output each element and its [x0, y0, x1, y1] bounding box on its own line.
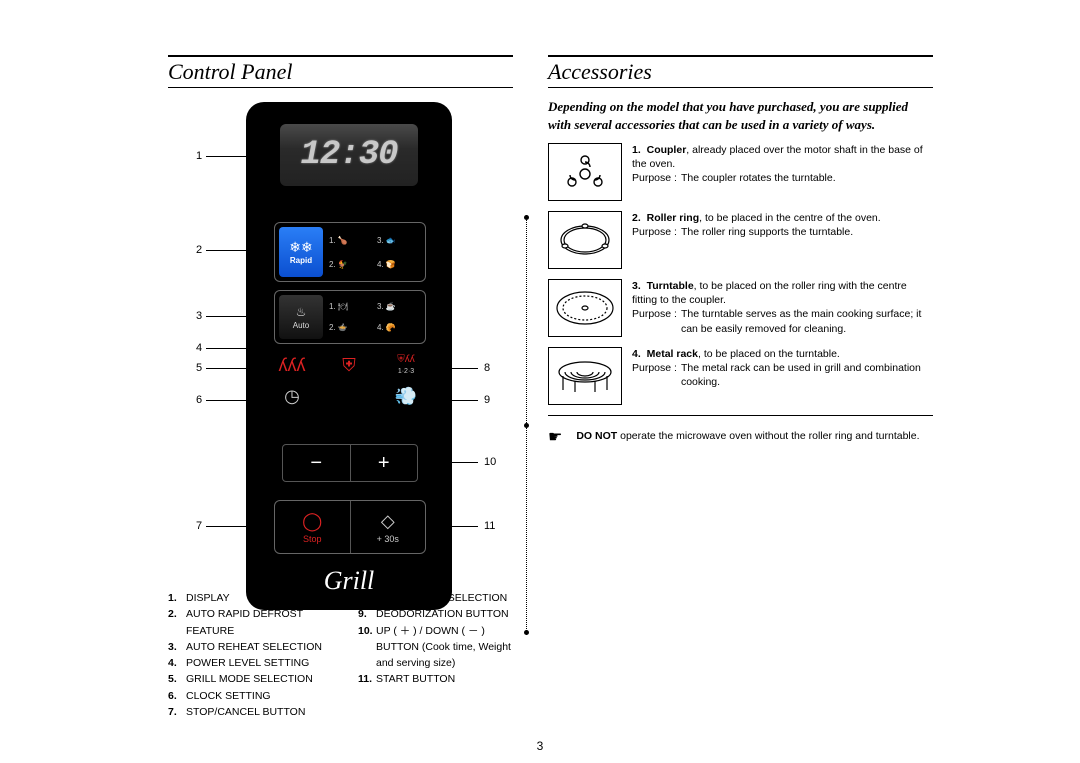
warning-note: ☛ DO NOT operate the microwave oven with… [548, 430, 933, 446]
up-button[interactable]: + [351, 445, 418, 481]
rapid-label: Rapid [290, 256, 312, 265]
accessories-list: 1. Coupler, already placed over the moto… [548, 143, 933, 405]
section-title-accessories: Accessories [548, 59, 933, 85]
start-icon: ◇ [381, 511, 395, 532]
clock-button[interactable]: ◷ [272, 386, 312, 407]
stop-icon: ◯ [302, 511, 322, 532]
legend-right: 8.COMBI MODE SELECTION 9.DEODORIZATION B… [358, 590, 528, 688]
combi-mode-button[interactable]: ⛨ʎʎ1·2·3 [386, 354, 426, 376]
accessory-coupler: 1. Coupler, already placed over the moto… [548, 143, 933, 201]
auto-reheat-group: ♨ Auto 1. 🍽3. ☕ 2. 🍲4. 🥐 [274, 290, 426, 344]
callout-2: 2 [196, 244, 202, 256]
roller-ring-icon [548, 211, 622, 269]
auto-label: Auto [293, 321, 309, 330]
page-number: 3 [0, 739, 1080, 753]
callout-4: 4 [196, 342, 202, 354]
display-time: 12:30 [300, 136, 397, 174]
callout-5: 5 [196, 362, 202, 374]
reheat-icon: ♨ [296, 305, 307, 319]
manual-page: EN Control Panel 1 2 3 4 5 6 7 8 [0, 0, 1080, 763]
start-plus-label: + 30s [377, 534, 399, 544]
callout-1: 1 [196, 150, 202, 162]
pointer-icon: ☛ [548, 430, 562, 446]
stop-label: Stop [303, 534, 322, 544]
power-level-button[interactable]: ʎʎʎ [272, 355, 312, 376]
accessory-roller-ring: 2. Roller ring, to be placed in the cent… [548, 211, 933, 269]
callout-6: 6 [196, 394, 202, 406]
coupler-icon [548, 143, 622, 201]
down-button[interactable]: − [283, 445, 350, 481]
rapid-defrost-group: ❄❄ Rapid 1. 🍗3. 🐟 2. 🐓4. 🍞 [274, 222, 426, 282]
display-screen: 12:30 [280, 124, 418, 186]
auto-options: 1. 🍽3. ☕ 2. 🍲4. 🥐 [329, 297, 419, 337]
column-divider [526, 215, 529, 635]
callout-7: 7 [196, 520, 202, 532]
grill-mode-button[interactable]: ⛨ [329, 355, 369, 376]
microwave-control-panel: 12:30 ❄❄ Rapid 1. 🍗3. 🐟 2. 🐓4. 🍞 ♨ [246, 102, 452, 610]
metal-rack-icon [548, 347, 622, 405]
legend-left: 1.DISPLAY 2.AUTO RAPID DEFROST FEATURE 3… [168, 590, 338, 720]
accessory-turntable: 3. Turntable, to be placed on the roller… [548, 279, 933, 337]
rapid-defrost-button[interactable]: ❄❄ Rapid [279, 227, 323, 277]
deodorization-button[interactable]: 💨 [386, 386, 426, 407]
stop-cancel-button[interactable]: ◯ Stop [275, 501, 350, 553]
mode-row-1: ʎʎʎ ⛨ ⛨ʎʎ1·2·3 [272, 354, 426, 376]
auto-reheat-button[interactable]: ♨ Auto [279, 295, 323, 339]
left-column: Control Panel 1 2 3 4 5 6 7 8 9 10 [168, 55, 513, 612]
right-column: Accessories Depending on the model that … [548, 55, 933, 446]
callout-9: 9 [484, 394, 490, 406]
rapid-options: 1. 🍗3. 🐟 2. 🐓4. 🍞 [329, 229, 419, 275]
callout-10: 10 [484, 456, 496, 468]
stop-start-group: ◯ Stop ◇ + 30s [274, 500, 426, 554]
up-down-group: − + [282, 444, 418, 482]
mode-row-2: ◷ · 💨 [272, 386, 426, 407]
defrost-icon: ❄❄ [289, 240, 312, 254]
start-button[interactable]: ◇ + 30s [351, 501, 426, 553]
callout-11: 11 [484, 520, 495, 532]
accessories-intro: Depending on the model that you have pur… [548, 98, 933, 133]
accessory-metal-rack: 4. Metal rack, to be placed on the turnt… [548, 347, 933, 405]
panel-diagram: 1 2 3 4 5 6 7 8 9 10 11 [168, 102, 513, 612]
turntable-icon [548, 279, 622, 337]
callout-8: 8 [484, 362, 490, 374]
callout-3: 3 [196, 310, 202, 322]
section-title-control-panel: Control Panel [168, 59, 513, 85]
